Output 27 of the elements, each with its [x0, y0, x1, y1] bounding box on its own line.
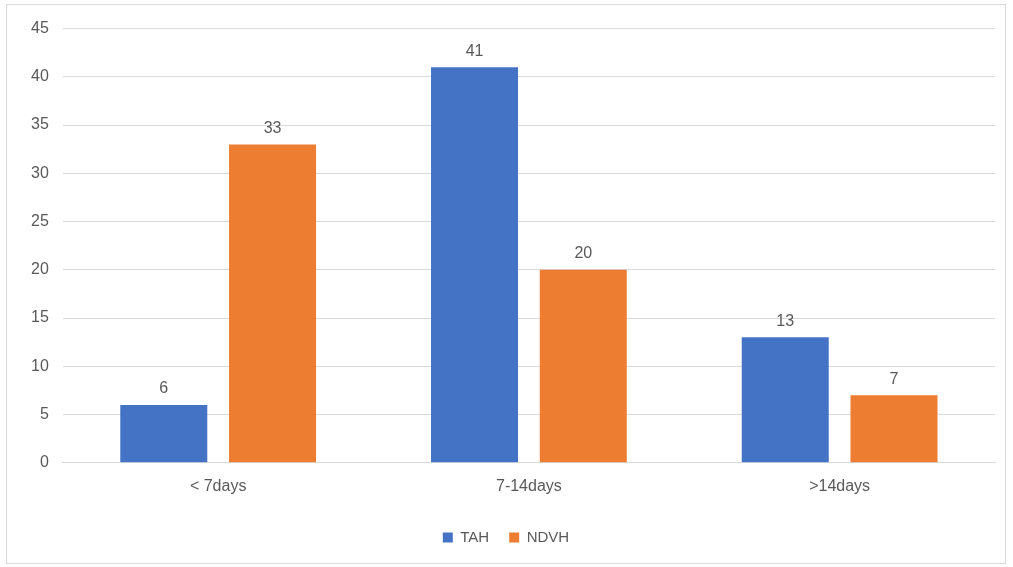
y-tick-label: 20: [31, 260, 49, 278]
y-tick-label: 0: [39, 453, 49, 471]
data-label: 6: [159, 379, 169, 397]
y-tick-label: 30: [31, 163, 49, 181]
data-label: 41: [465, 41, 484, 59]
y-tick-label: 45: [31, 19, 49, 37]
y-tick-label: 25: [31, 211, 49, 229]
y-tick-label: 35: [31, 115, 49, 133]
y-tick-label: 40: [31, 67, 49, 85]
data-label: 13: [776, 311, 795, 329]
data-label: 7: [889, 369, 899, 387]
x-tick-label: 7-14days: [495, 476, 562, 494]
data-label: 33: [263, 118, 282, 136]
data-label: 20: [574, 244, 593, 262]
legend-label: NDVH: [526, 527, 570, 545]
bar: [850, 395, 938, 463]
bar: [431, 67, 519, 463]
bar: [229, 144, 317, 463]
bar: [741, 337, 829, 463]
y-tick-label: 5: [39, 404, 49, 422]
legend-label: TAH: [460, 527, 490, 545]
y-tick-label: 10: [31, 356, 49, 374]
x-tick-label: < 7days: [189, 476, 247, 494]
y-tick-label: 15: [31, 308, 49, 326]
bar: [120, 404, 208, 463]
x-tick-label: >14days: [809, 476, 871, 494]
bar: [539, 269, 627, 463]
